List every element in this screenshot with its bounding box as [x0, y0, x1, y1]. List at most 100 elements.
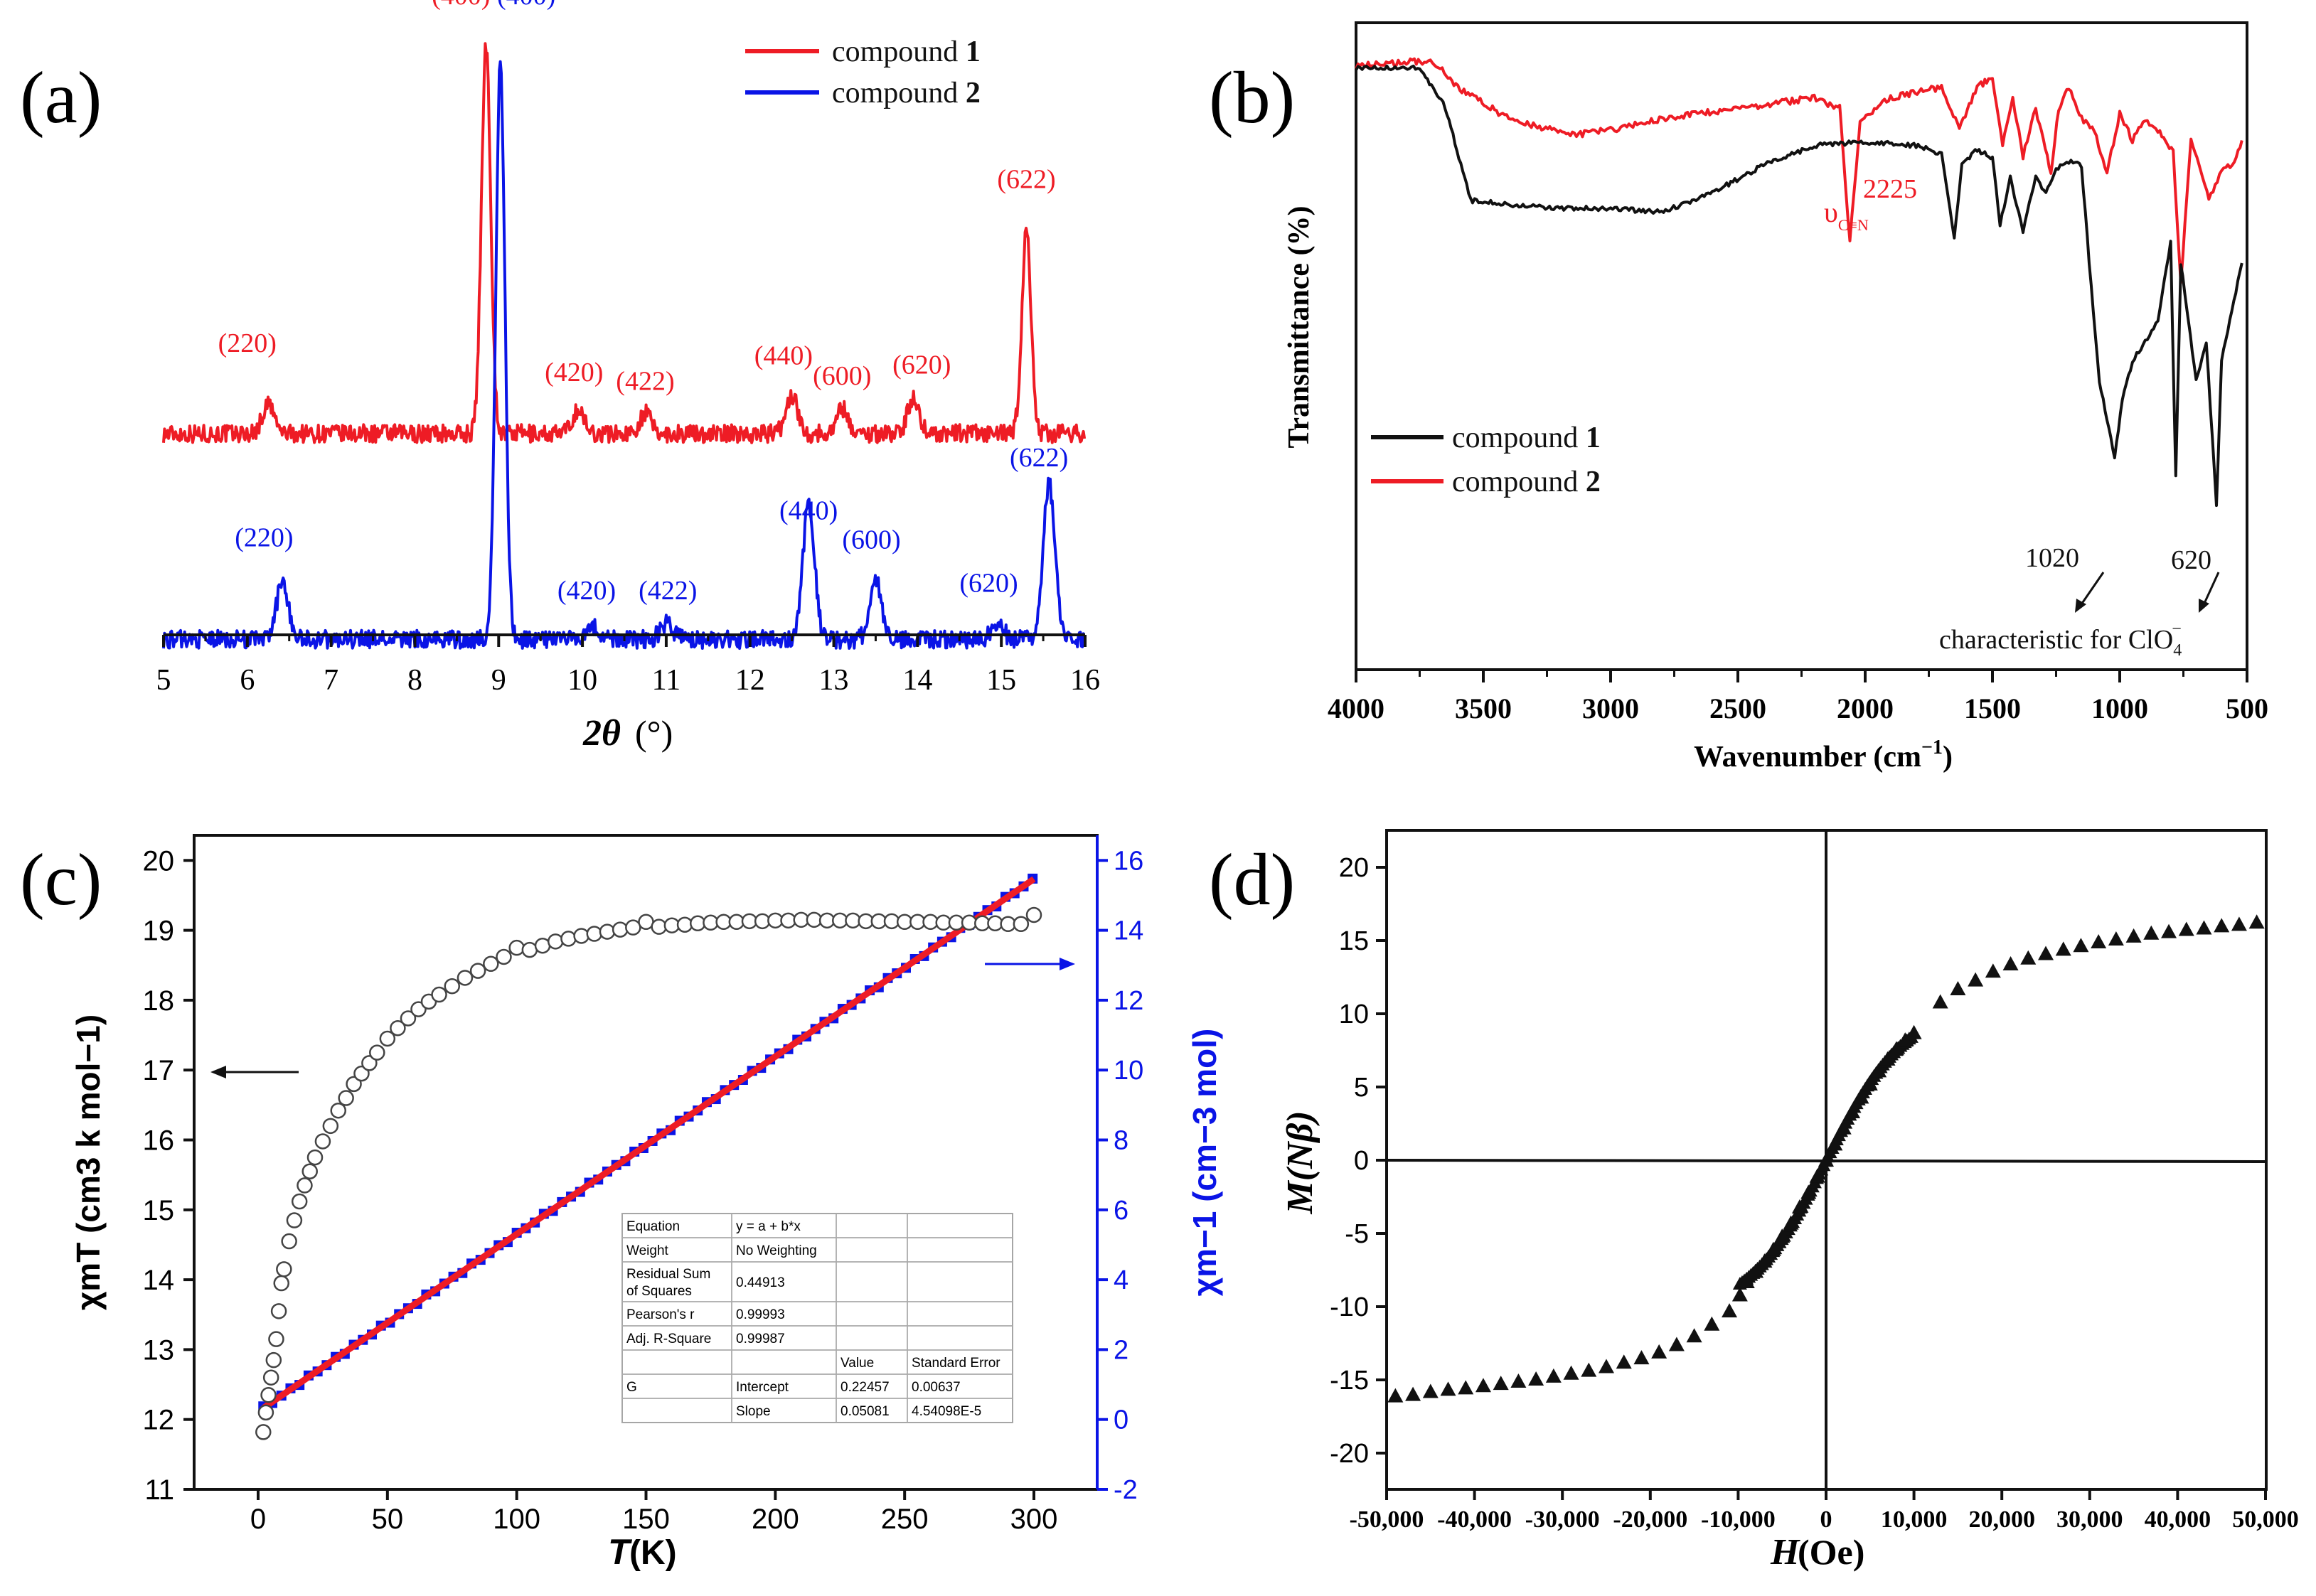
x-tick-label: -20,000 [1613, 1506, 1687, 1533]
chiT-point [586, 926, 603, 942]
y-right-tick-label: -2 [1114, 1475, 1138, 1505]
magnetization-point [1774, 1228, 1791, 1243]
x-tick-label: 10 [567, 664, 597, 697]
chiT-point [257, 1404, 274, 1421]
chiT-point [369, 1044, 385, 1061]
xrd-series-1 [162, 42, 1087, 444]
chart-b-xlabel: Wavenumber (cm−1) [1694, 737, 1953, 773]
magnetization-point [1686, 1328, 1702, 1343]
chart-a-xlabel-unit: (°) [635, 713, 673, 753]
chiT-point [390, 1019, 406, 1037]
magnetization-point [1783, 1215, 1799, 1230]
chiT-point [1025, 906, 1042, 923]
chiT-point [301, 1163, 318, 1179]
magnetization-point [1748, 1263, 1764, 1278]
table-cell [907, 1398, 1013, 1423]
annot-arrow-620 [2202, 572, 2220, 607]
table-text: Standard Error [912, 1356, 1000, 1371]
table-text: 0.99993 [736, 1307, 785, 1322]
annot-clo4: characteristic for ClO4− [1939, 620, 2182, 660]
chiT-point [560, 931, 577, 947]
legend-b-text-2: compound 2 [1452, 466, 1601, 498]
magnetization-point [1616, 1354, 1632, 1369]
peak-label: (420) [545, 358, 603, 387]
peak-label: (420) [557, 576, 616, 606]
x-tick-label: 15 [986, 664, 1016, 697]
peak-label: (620) [959, 569, 1018, 599]
magnetization-point [1458, 1380, 1474, 1395]
chart-b-x-ticks: 4000 3500 3000 2500 2000 1500 1000 500 [1328, 670, 2268, 724]
y-tick-label: 15 [1339, 926, 1369, 956]
y-tick-label: -5 [1345, 1219, 1369, 1249]
ir-series-1 [1355, 57, 2243, 284]
magnetization-point [1475, 1378, 1491, 1393]
magnetization-point [2161, 923, 2177, 938]
peak-label: (622) [1010, 443, 1068, 473]
y-left-tick-label: 13 [143, 1334, 175, 1366]
y-left-tick-label: 11 [144, 1474, 174, 1506]
magnetization-point [2002, 955, 2019, 970]
chiT-point [612, 921, 629, 938]
magnetization-point [1827, 1136, 1843, 1151]
magnetization-point [2108, 931, 2124, 946]
chiT-point [496, 948, 512, 965]
magnetization-point [1651, 1344, 1667, 1359]
magnetization-point [1510, 1373, 1527, 1388]
legend-b-text-1: compound 1 [1452, 422, 1601, 454]
chart-a-peak-labels: (220)(400)(420)(422)(440)(600)(620)(622)… [218, 0, 1069, 606]
y-tick-label: 5 [1354, 1073, 1369, 1103]
chiT-point [353, 1065, 370, 1082]
chiT-point [346, 1076, 362, 1093]
y-left-tick-label: 15 [143, 1195, 175, 1226]
table-text: 0.44913 [736, 1275, 785, 1290]
magnetization-point [1440, 1381, 1456, 1396]
magnetization-point [1422, 1383, 1439, 1398]
chiT-point [599, 923, 616, 940]
magnetization-point [1818, 1152, 1834, 1167]
magnetization-point [2248, 914, 2265, 929]
magnetization-point [1791, 1199, 1808, 1214]
chart-a-x-ticks: 5 6 7 8 9 10 11 12 13 14 15 16 [156, 635, 1100, 697]
annot-arrow-1020 [2078, 572, 2105, 607]
magnetization-point [1405, 1386, 1421, 1401]
chiT-point [469, 963, 486, 979]
table-text: Value [841, 1356, 874, 1371]
magnetization-point [1862, 1076, 1878, 1091]
magnetization-point [1599, 1359, 1614, 1373]
x-tick-label: -10,000 [1701, 1506, 1776, 1533]
linear-fit-line [261, 876, 1036, 1411]
peak-label: (440) [754, 341, 813, 371]
magnetization-point [1765, 1241, 1781, 1256]
chart-d: -50,000 -40,000 -30,000 -20,000 -10,000 0 10,0… [1280, 829, 2299, 1573]
y-left-tick-label: 19 [143, 916, 175, 947]
table-text: G [626, 1380, 637, 1395]
x-tick-label: 4000 [1328, 692, 1384, 724]
magnetization-point [1968, 972, 1984, 987]
x-tick-label: 2500 [1709, 692, 1766, 724]
magnetization-point [1853, 1089, 1869, 1104]
chiT-point [268, 1331, 284, 1347]
chiT-point [379, 1030, 396, 1047]
chiT-point [400, 1010, 417, 1027]
table-text: of Squares [626, 1284, 692, 1299]
magnetization-point [1950, 980, 1966, 995]
peak-label: (600) [813, 361, 871, 391]
x-tick-label: 30,000 [2056, 1506, 2123, 1533]
x-tick-label: 20,000 [1968, 1506, 2035, 1533]
chiT-point [444, 978, 461, 995]
chart-a-legend: compound 1 compound 2 [745, 36, 981, 109]
chiT-point [314, 1133, 331, 1150]
magnetization-point [1906, 1024, 1922, 1039]
magnetization-point [1704, 1316, 1720, 1331]
chiT-point [322, 1118, 339, 1135]
magnetization-point [1563, 1365, 1579, 1380]
table-text: 4.54098E-5 [912, 1404, 981, 1419]
legend-a-text-1: compound 1 [832, 36, 981, 68]
x-tick-label: 40,000 [2145, 1506, 2211, 1533]
chiT-point [676, 916, 693, 933]
peak-label: (220) [218, 328, 277, 358]
magnetization-point [2178, 921, 2194, 936]
annot-arrowhead-620 [2199, 599, 2209, 613]
annot-620: 620 [2171, 545, 2211, 575]
annot-cn-symbol: υC≡N [1824, 196, 1869, 234]
